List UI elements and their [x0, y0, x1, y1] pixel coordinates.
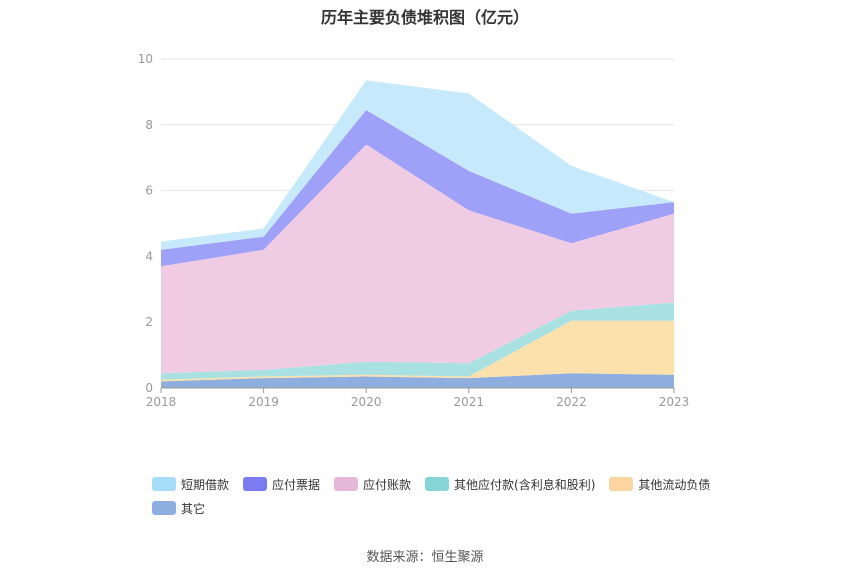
- x-tick-label: 2018: [146, 395, 177, 409]
- legend-swatch: [334, 477, 359, 491]
- legend-label: 其他应付款(含利息和股利): [454, 477, 596, 492]
- legend-item[interactable]: 其它: [152, 496, 205, 520]
- chart-title: 历年主要负债堆积图（亿元）: [320, 8, 529, 27]
- x-tick-label: 2022: [556, 395, 587, 409]
- legend-label: 应付账款: [363, 477, 412, 492]
- area-应付账款: [161, 144, 674, 374]
- legend-label: 应付票据: [272, 477, 321, 492]
- legend: 短期借款 应付票据 应付账款 其他应付款(含利息和股利) 其他流动负债其它: [152, 472, 752, 520]
- legend-item[interactable]: 应付票据: [243, 472, 320, 496]
- x-tick-label: 2020: [351, 395, 382, 409]
- y-tick-label: 4: [145, 249, 153, 263]
- legend-label: 短期借款: [181, 477, 230, 492]
- y-tick-label: 8: [145, 118, 153, 132]
- area-其他应付款(含利息和股利): [161, 302, 674, 380]
- legend-item[interactable]: 短期借款: [152, 472, 229, 496]
- area-series: [161, 80, 674, 388]
- legend-label: 其他流动负债: [638, 477, 711, 492]
- area-其他流动负债: [161, 320, 674, 382]
- y-tick-label: 0: [145, 381, 153, 395]
- y-tick-label: 2: [145, 315, 153, 329]
- legend-swatch: [609, 477, 634, 491]
- legend-label: 其它: [181, 501, 206, 516]
- legend-item[interactable]: 其他流动负债: [609, 472, 710, 496]
- legend-swatch: [425, 477, 450, 491]
- area-应付票据: [161, 110, 674, 267]
- legend-item[interactable]: 其他应付款(含利息和股利): [425, 472, 595, 496]
- x-tick-label: 2019: [248, 395, 279, 409]
- axes: 0 2 4 6 8 10 2018 2019 2020 2021 2022 2023: [138, 52, 690, 409]
- y-tick-label: 6: [145, 184, 153, 198]
- area-短期借款: [161, 80, 674, 250]
- legend-swatch: [152, 477, 176, 491]
- y-tick-label: 10: [138, 52, 153, 66]
- legend-swatch: [243, 477, 268, 491]
- x-tick-label: 2021: [454, 395, 485, 409]
- area-其它: [161, 373, 674, 388]
- legend-item[interactable]: 应付账款: [334, 472, 411, 496]
- x-tick-label: 2023: [659, 395, 690, 409]
- legend-swatch: [152, 501, 176, 515]
- source-note: 数据来源：恒生聚源: [366, 550, 484, 565]
